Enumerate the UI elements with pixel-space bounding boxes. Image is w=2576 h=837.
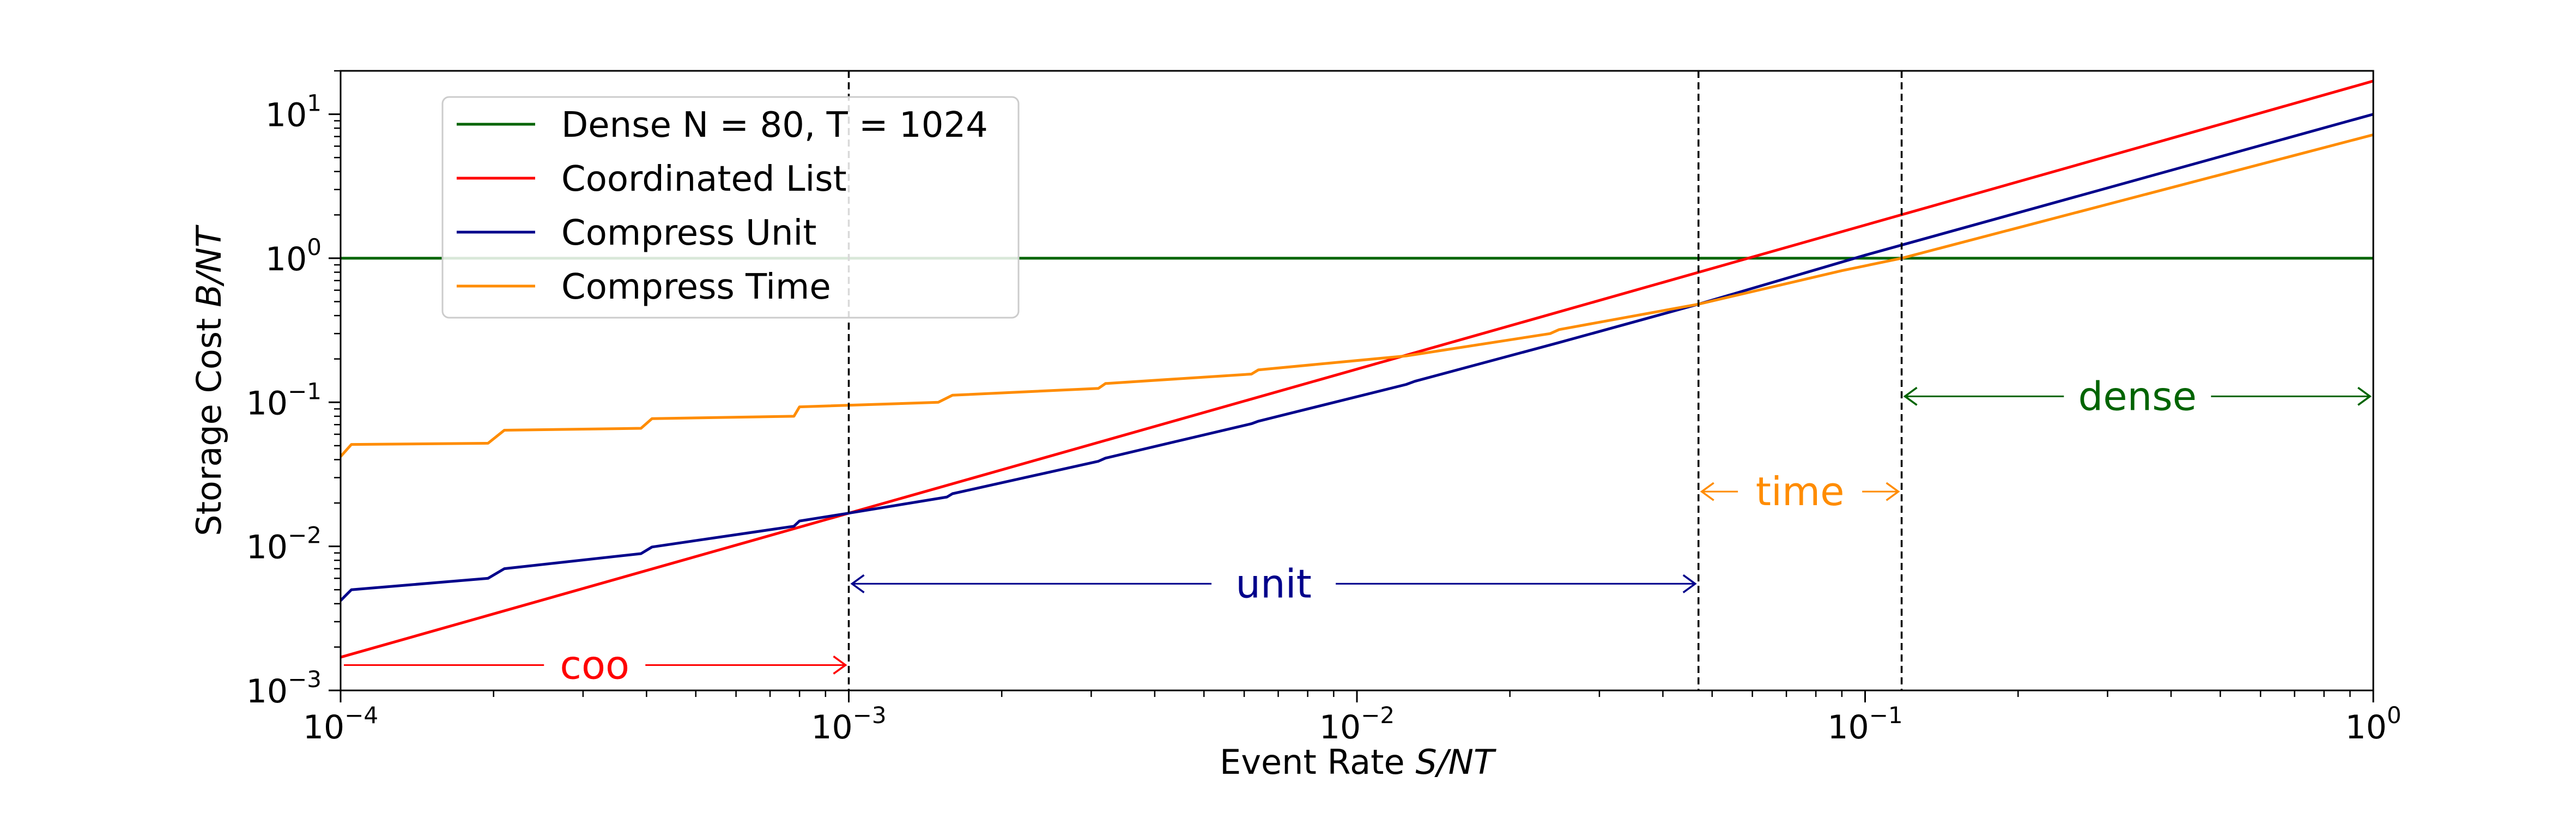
- annotation-label: coo: [560, 642, 629, 688]
- y-axis-label: Storage Cost B/NT: [189, 225, 229, 536]
- y-tick-label: 10−3: [246, 666, 322, 711]
- series-line-compress-time: [341, 133, 2373, 458]
- y-axis-label-prefix: Storage Cost: [189, 307, 229, 536]
- legend-entry-compress-unit: Compress Unit: [457, 213, 816, 253]
- x-tick-label: 10−3: [811, 702, 886, 747]
- legend-label: Compress Time: [561, 267, 831, 307]
- y-tick-label: 101: [265, 90, 322, 135]
- annotation-arrowhead-right: [2357, 386, 2372, 406]
- y-axis: 10−3 10−2 10−1 100 101: [246, 70, 341, 711]
- annotation-unit: unit: [850, 561, 1697, 606]
- series-line-coordinated-list: [341, 80, 2373, 659]
- annotation-arrowhead-left: [1903, 386, 1918, 406]
- annotation-arrowhead-right: [1682, 574, 1697, 593]
- annotation-label: time: [1756, 469, 1845, 514]
- y-axis-label-math: B/NT: [189, 225, 229, 307]
- x-axis-label-math: S/NT: [1415, 742, 1496, 782]
- annotation-dense: dense: [1903, 373, 2372, 419]
- legend-label: Dense N = 80, T = 1024: [561, 105, 988, 145]
- y-tick-label: 10−2: [246, 522, 322, 567]
- annotation-arrowhead-right: [1886, 482, 1900, 501]
- legend-entry-compress-time: Compress Time: [457, 267, 831, 307]
- legend-label: Coordinated List: [561, 159, 847, 199]
- annotation-arrowhead-right: [833, 656, 847, 675]
- y-tick-label: 10−1: [246, 378, 322, 422]
- legend-box: [441, 96, 1020, 319]
- x-axis-label: Event Rate S/NT: [1220, 742, 1496, 782]
- legend-label: Compress Unit: [561, 213, 816, 253]
- annotation-label: dense: [2078, 373, 2197, 419]
- x-tick-label: 10−4: [303, 702, 378, 747]
- x-axis: 10−4 10−3 10−2 10−1 100: [303, 690, 2402, 747]
- region-annotations: coo unit time dense: [344, 373, 2372, 688]
- x-tick-label: 10−2: [1319, 702, 1395, 747]
- annotation-arrowhead-left: [850, 574, 865, 593]
- annotation-arrowhead-left: [1700, 482, 1714, 501]
- annotation-time: time: [1700, 469, 1900, 514]
- series-line-compress-unit: [341, 113, 2373, 602]
- annotation-coo: coo: [344, 642, 847, 688]
- x-tick-label: 10−1: [1827, 702, 1902, 747]
- legend-entry-dense-n-80-t-1024: Dense N = 80, T = 1024: [457, 105, 988, 145]
- y-tick-label: 100: [265, 234, 322, 278]
- legend-entry-coordinated-list: Coordinated List: [457, 159, 847, 199]
- legend: Dense N = 80, T = 1024 Coordinated List Co…: [441, 96, 1020, 319]
- annotation-label: unit: [1235, 561, 1312, 606]
- x-axis-label-prefix: Event Rate: [1220, 742, 1415, 782]
- x-tick-label: 100: [2345, 702, 2401, 747]
